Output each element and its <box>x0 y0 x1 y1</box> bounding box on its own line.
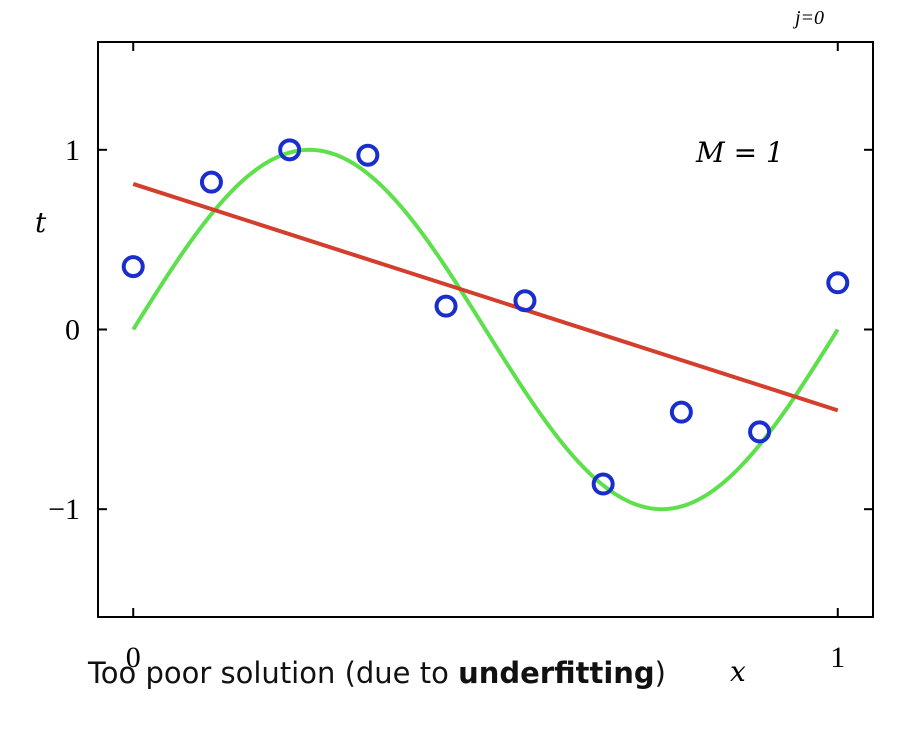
data-point-8 <box>748 420 772 444</box>
data-point-6 <box>591 472 615 496</box>
data-point-4 <box>434 294 458 318</box>
x-tick-label-1: 1 <box>830 641 845 674</box>
caption: Too poor solution (due to underfitting) <box>88 656 666 690</box>
ticks-group <box>98 42 873 617</box>
tick-labels-group: 0 1 −1 0 1 <box>48 134 845 674</box>
caption-prefix: Too poor solution (due to <box>88 656 459 690</box>
y-tick-label-0: −1 <box>48 493 80 526</box>
caption-suffix: ) <box>654 656 666 690</box>
data-point-2 <box>278 138 302 162</box>
data-point-0 <box>121 255 145 279</box>
data-point-5 <box>513 289 537 313</box>
x-tick-label-0: 0 <box>126 641 141 674</box>
y-tick-label-2: 1 <box>65 134 80 167</box>
data-point-1 <box>199 170 223 194</box>
y-tick-label-1: 0 <box>65 314 80 347</box>
annotation-label: M = 1 <box>695 136 784 169</box>
data-points-group <box>121 138 850 496</box>
y-axis-label: t <box>35 206 47 239</box>
fit-line <box>132 182 839 413</box>
top-fragment-label: j=0 <box>792 7 824 29</box>
x-axis-label: x <box>730 655 746 688</box>
data-point-7 <box>669 400 693 424</box>
data-point-3 <box>356 143 380 167</box>
caption-bold: underfitting <box>458 656 655 690</box>
data-point-9 <box>826 271 850 295</box>
sine-curve <box>131 147 840 512</box>
